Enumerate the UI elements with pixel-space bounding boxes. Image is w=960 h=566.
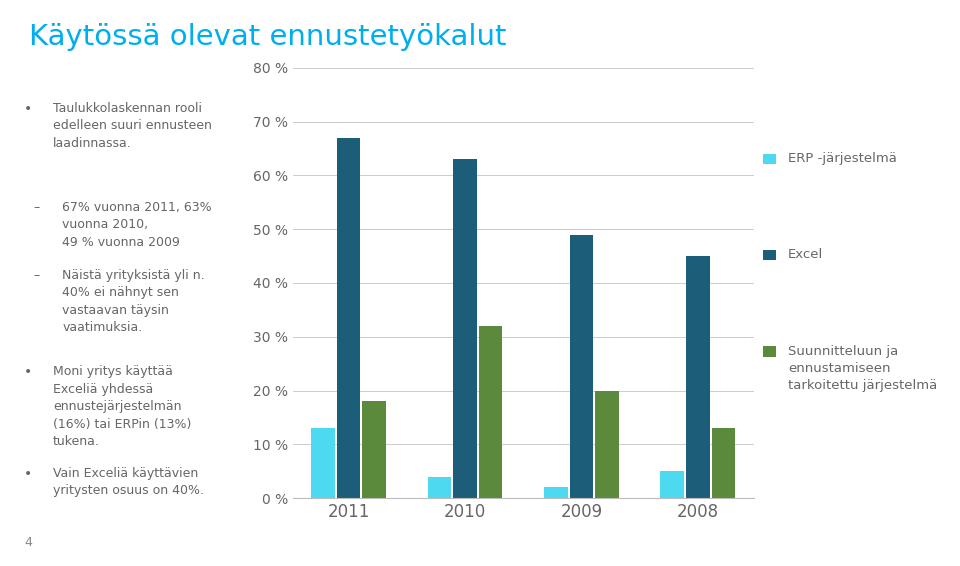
Text: ERP -järjestelmä: ERP -järjestelmä bbox=[788, 152, 897, 165]
Text: Vain Exceliä käyttävien
yritysten osuus on 40%.: Vain Exceliä käyttävien yritysten osuus … bbox=[53, 467, 204, 498]
Bar bbox=[453, 160, 477, 498]
Bar bbox=[569, 234, 593, 498]
Text: 67% vuonna 2011, 63%
vuonna 2010,
49 % vuonna 2009: 67% vuonna 2011, 63% vuonna 2010, 49 % v… bbox=[62, 201, 212, 249]
Text: Suunnitteluun ja
ennustamiseen
tarkoitettu järjestelmä: Suunnitteluun ja ennustamiseen tarkoitet… bbox=[788, 345, 937, 392]
Text: –: – bbox=[34, 201, 40, 214]
Text: –: – bbox=[34, 269, 40, 282]
Bar bbox=[544, 487, 567, 498]
Bar bbox=[711, 428, 735, 498]
Text: Moni yritys käyttää
Exceliä yhdessä
ennustejärjestelmän
(16%) tai ERPin (13%)
tu: Moni yritys käyttää Exceliä yhdessä ennu… bbox=[53, 365, 191, 448]
Text: •: • bbox=[24, 365, 33, 379]
Text: Taulukkolaskennan rooli
edelleen suuri ennusteen
laadinnassa.: Taulukkolaskennan rooli edelleen suuri e… bbox=[53, 102, 211, 150]
Bar bbox=[686, 256, 709, 498]
Text: 4: 4 bbox=[24, 536, 32, 549]
Bar bbox=[363, 401, 386, 498]
Text: Näistä yrityksistä yli n.
40% ei nähnyt sen
vastaavan täysin
vaatimuksia.: Näistä yrityksistä yli n. 40% ei nähnyt … bbox=[62, 269, 205, 335]
Bar bbox=[660, 471, 684, 498]
Bar bbox=[427, 477, 451, 498]
Bar bbox=[337, 138, 360, 498]
Bar bbox=[595, 391, 619, 498]
Text: Excel: Excel bbox=[788, 248, 824, 261]
Bar bbox=[311, 428, 335, 498]
Text: basware: basware bbox=[833, 519, 919, 537]
Bar bbox=[479, 326, 502, 498]
Text: Käytössä olevat ennustetyökalut: Käytössä olevat ennustetyökalut bbox=[29, 23, 506, 50]
Text: •: • bbox=[24, 467, 33, 481]
Text: •: • bbox=[24, 102, 33, 116]
